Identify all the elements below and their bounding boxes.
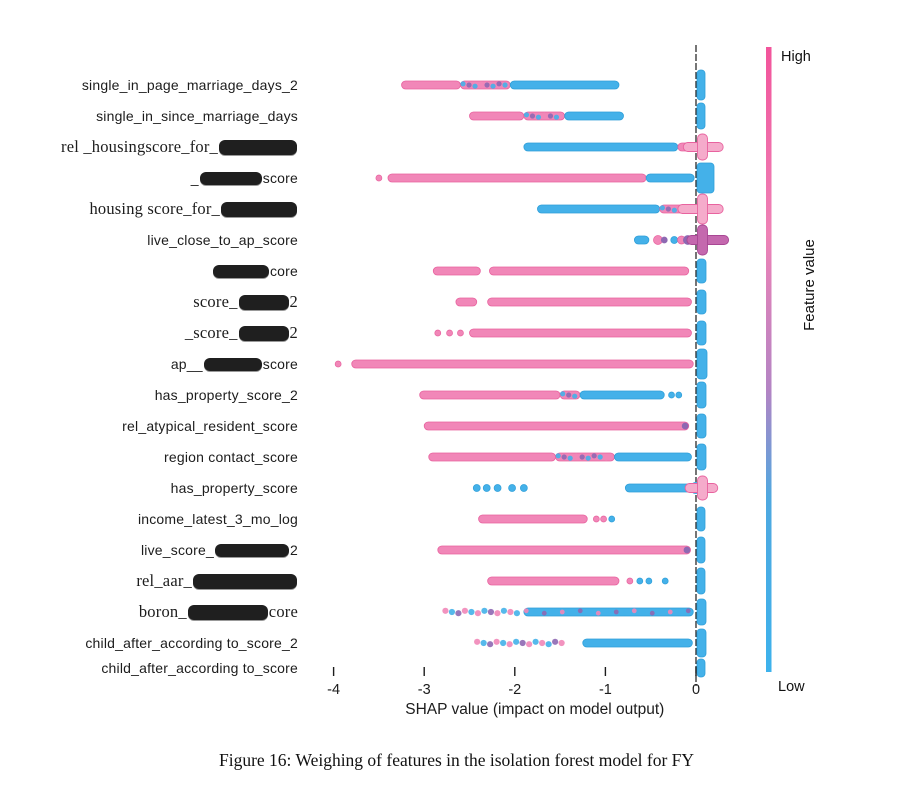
zero-cluster-bar bbox=[696, 348, 708, 380]
beeswarm-row bbox=[523, 133, 724, 161]
zero-cluster-bar bbox=[696, 536, 706, 564]
colorbar-low-label: Low bbox=[778, 679, 805, 695]
beeswarm-row bbox=[401, 69, 706, 101]
beeswarm-row bbox=[696, 658, 706, 678]
zero-cluster-cross bbox=[697, 193, 708, 225]
shap-plot-svg: -4 -3 -2 -1 0 SHAP value (impact on model out… bbox=[327, 45, 818, 718]
colorbar-axis-label: Feature value bbox=[801, 239, 818, 331]
beeswarm-row bbox=[455, 289, 707, 315]
zero-cluster-bar bbox=[696, 598, 707, 626]
beeswarm-row bbox=[469, 102, 706, 130]
x-tick-label: -1 bbox=[599, 682, 612, 698]
figure-caption: Figure 16: Weighing of features in the i… bbox=[218, 750, 695, 770]
x-tick-label: -2 bbox=[508, 682, 521, 698]
beeswarm-row bbox=[428, 443, 707, 471]
zero-cluster-bar bbox=[696, 289, 707, 315]
beeswarm-row bbox=[442, 598, 707, 626]
zero-cluster-bar bbox=[696, 413, 707, 439]
beeswarm-row bbox=[375, 162, 715, 194]
zero-cluster-bar bbox=[696, 69, 706, 101]
x-tick-label: 0 bbox=[692, 682, 700, 698]
zero-cluster-cross bbox=[697, 224, 708, 256]
beeswarm-row bbox=[487, 567, 706, 595]
zero-cluster-cross bbox=[697, 133, 708, 161]
x-axis-title: SHAP value (impact on model output) bbox=[405, 701, 664, 718]
zero-cluster-bar bbox=[696, 506, 706, 532]
colorbar-high-label: High bbox=[781, 49, 811, 65]
beeswarm-row bbox=[334, 348, 708, 380]
x-tick-label: -4 bbox=[327, 682, 340, 698]
zero-cluster-bar bbox=[696, 102, 706, 130]
beeswarm-row bbox=[419, 381, 707, 409]
beeswarm-row bbox=[633, 224, 730, 256]
beeswarm-row bbox=[432, 258, 707, 284]
beeswarm-row bbox=[474, 628, 707, 658]
colorbar bbox=[766, 47, 772, 672]
zero-cluster-bar bbox=[696, 658, 706, 678]
zero-cluster-bar bbox=[696, 258, 707, 284]
zero-cluster-bar bbox=[696, 320, 707, 346]
beeswarm-row bbox=[472, 475, 719, 501]
zero-cluster-bar bbox=[696, 381, 707, 409]
x-tick-label: -3 bbox=[418, 682, 431, 698]
zero-cluster-bar bbox=[696, 567, 706, 595]
beeswarm-row bbox=[537, 193, 724, 225]
beeswarm-row bbox=[478, 506, 706, 532]
beeswarm-row bbox=[423, 413, 707, 439]
zero-cluster-bar bbox=[696, 162, 715, 194]
beeswarm-row bbox=[434, 320, 707, 346]
beeswarm-row bbox=[437, 536, 706, 564]
zero-cluster-bar bbox=[696, 628, 707, 658]
zero-cluster-bar bbox=[696, 443, 707, 471]
zero-cluster-cross bbox=[697, 475, 708, 501]
